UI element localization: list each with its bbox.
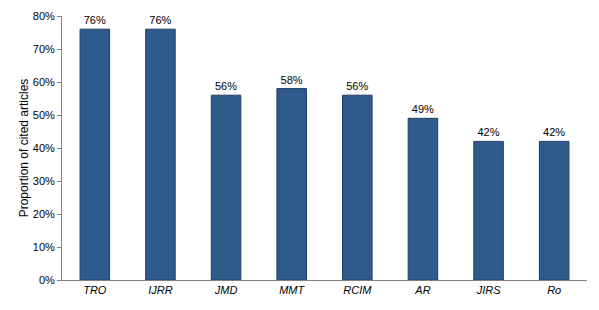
svg-text:MMT: MMT [279, 284, 305, 296]
svg-text:TRO: TRO [83, 284, 107, 296]
svg-text:JMD: JMD [214, 284, 238, 296]
svg-text:42%: 42% [543, 126, 565, 138]
svg-text:20%: 20% [33, 208, 55, 220]
svg-text:50%: 50% [33, 109, 55, 121]
svg-text:80%: 80% [33, 10, 55, 22]
svg-text:58%: 58% [281, 74, 303, 86]
svg-text:70%: 70% [33, 43, 55, 55]
svg-text:42%: 42% [477, 126, 499, 138]
svg-text:IJRR: IJRR [148, 284, 173, 296]
svg-text:0%: 0% [39, 274, 55, 286]
svg-text:Proportion of cited articles: Proportion of cited articles [17, 79, 31, 218]
svg-text:49%: 49% [412, 103, 434, 115]
svg-text:56%: 56% [215, 80, 237, 92]
svg-text:RCIM: RCIM [343, 284, 372, 296]
svg-text:10%: 10% [33, 241, 55, 253]
svg-text:Ro: Ro [547, 284, 561, 296]
svg-text:40%: 40% [33, 142, 55, 154]
svg-text:JIRS: JIRS [476, 284, 502, 296]
svg-text:60%: 60% [33, 76, 55, 88]
svg-text:AR: AR [414, 284, 430, 296]
svg-text:76%: 76% [84, 14, 106, 26]
svg-text:56%: 56% [346, 80, 368, 92]
svg-text:76%: 76% [149, 14, 171, 26]
svg-text:30%: 30% [33, 175, 55, 187]
